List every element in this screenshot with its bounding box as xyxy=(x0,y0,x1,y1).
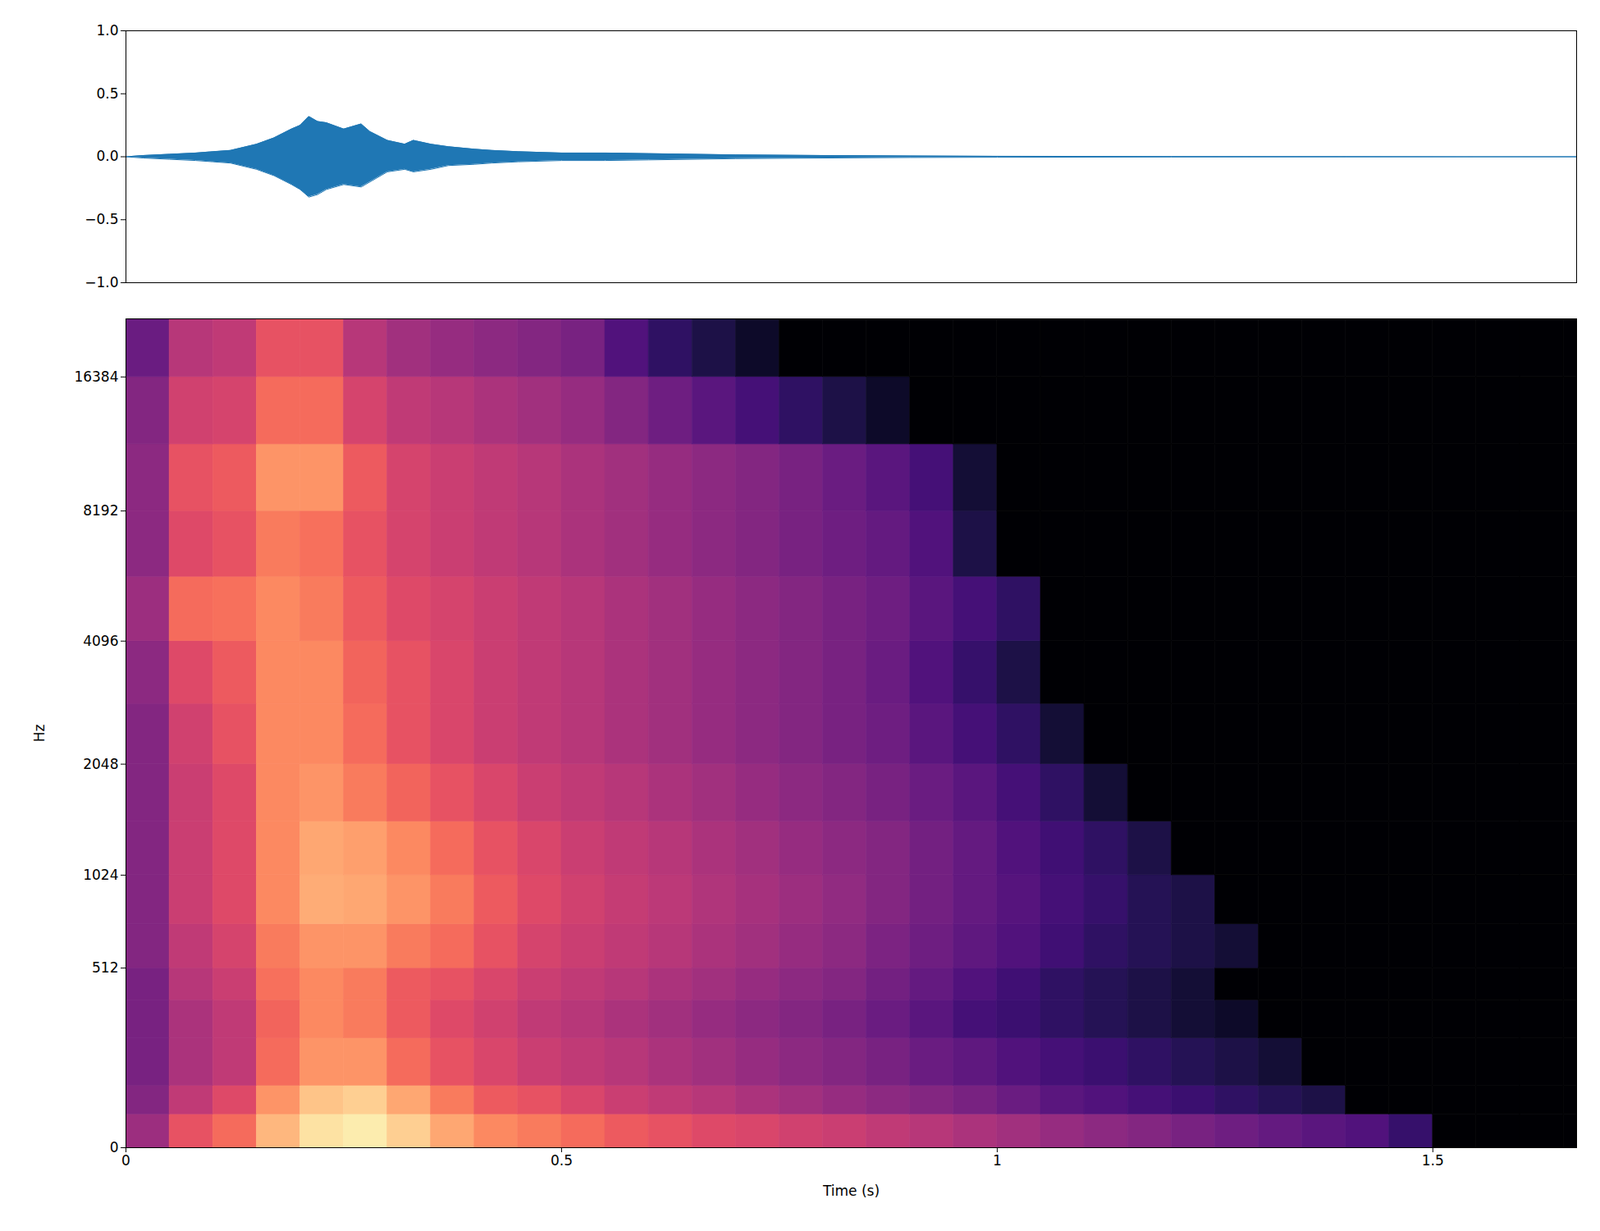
svg-text:1: 1 xyxy=(992,1152,1002,1169)
svg-text:1.0: 1.0 xyxy=(96,22,119,39)
svg-text:4096: 4096 xyxy=(82,632,119,650)
svg-text:−1.0: −1.0 xyxy=(84,274,119,291)
svg-text:1024: 1024 xyxy=(82,866,119,883)
svg-text:0: 0 xyxy=(121,1152,131,1169)
svg-text:0: 0 xyxy=(109,1138,119,1156)
svg-text:0.0: 0.0 xyxy=(96,147,119,165)
svg-text:Hz: Hz xyxy=(31,724,48,743)
svg-text:1.5: 1.5 xyxy=(1421,1152,1445,1169)
svg-text:8192: 8192 xyxy=(82,502,119,519)
svg-text:16384: 16384 xyxy=(73,368,119,385)
svg-text:512: 512 xyxy=(91,959,119,976)
svg-text:−0.5: −0.5 xyxy=(84,210,119,228)
svg-text:0.5: 0.5 xyxy=(550,1152,573,1169)
svg-text:2048: 2048 xyxy=(82,755,119,773)
svg-text:0.5: 0.5 xyxy=(96,85,119,102)
svg-text:Time (s): Time (s) xyxy=(822,1182,880,1199)
